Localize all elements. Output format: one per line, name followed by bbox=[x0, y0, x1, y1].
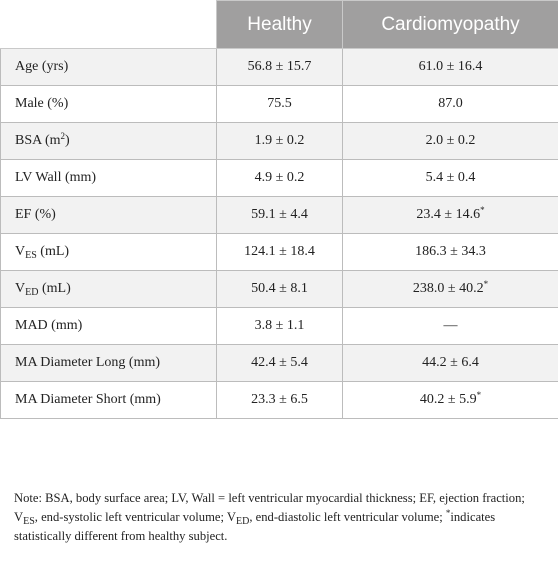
header-cardiomyopathy: Cardiomyopathy bbox=[342, 0, 558, 49]
note-text: , end-diastolic left ventricular volume; bbox=[249, 510, 446, 524]
row-label: Male (%) bbox=[0, 85, 217, 123]
significance-mark: * bbox=[476, 390, 482, 400]
value-text: 40.2 ± 5.9 bbox=[419, 392, 477, 407]
value-text: 23.4 ± 14.6 bbox=[416, 207, 481, 222]
cardiomyopathy-value: 23.4 ± 14.6* bbox=[342, 196, 558, 234]
table-row: MA Diameter Short (mm) 23.3 ± 6.5 40.2 ±… bbox=[0, 381, 558, 419]
healthy-value: 4.9 ± 0.2 bbox=[216, 159, 343, 197]
note-subscript: ED bbox=[236, 516, 250, 527]
healthy-value: 59.1 ± 4.4 bbox=[216, 196, 343, 234]
table-row: LV Wall (mm) 4.9 ± 0.2 5.4 ± 0.4 bbox=[0, 159, 558, 197]
row-label: EF (%) bbox=[0, 196, 217, 234]
cardiomyopathy-value: 186.3 ± 34.3 bbox=[342, 233, 558, 271]
table-footnote: Note: BSA, body surface area; LV, Wall =… bbox=[14, 489, 549, 546]
table-row: EF (%) 59.1 ± 4.4 23.4 ± 14.6* bbox=[0, 196, 558, 234]
table-row: MA Diameter Long (mm) 42.4 ± 5.4 44.2 ± … bbox=[0, 344, 558, 382]
row-label: VED (mL) bbox=[0, 270, 217, 308]
label-main: V bbox=[15, 281, 26, 296]
significance-mark: * bbox=[483, 279, 489, 289]
significance-mark: * bbox=[480, 205, 485, 215]
note-subscript: ES bbox=[23, 516, 35, 527]
label-tail: (mL) bbox=[38, 281, 71, 296]
healthy-value: 42.4 ± 5.4 bbox=[216, 344, 343, 382]
row-label: MA Diameter Short (mm) bbox=[0, 381, 217, 419]
cardiomyopathy-value: 2.0 ± 0.2 bbox=[342, 122, 558, 160]
label-tail: (mL) bbox=[36, 244, 70, 259]
row-label: MAD (mm) bbox=[0, 307, 217, 345]
cardiomyopathy-value: 40.2 ± 5.9* bbox=[342, 381, 558, 419]
row-label: LV Wall (mm) bbox=[0, 159, 217, 197]
note-text: indicates statistically different from h… bbox=[14, 510, 496, 543]
header-row: Healthy Cardiomyopathy bbox=[0, 0, 558, 49]
label-main: V bbox=[15, 244, 26, 259]
note-text: , end-systolic left ventricular volume; … bbox=[34, 510, 236, 524]
row-label: BSA (m2) bbox=[0, 122, 217, 160]
healthy-value: 56.8 ± 15.7 bbox=[216, 48, 343, 86]
note-mark: * bbox=[445, 508, 451, 518]
table-row: Male (%) 75.5 87.0 bbox=[0, 85, 558, 123]
value-text: 238.0 ± 40.2 bbox=[412, 281, 484, 296]
label-tail: ) bbox=[65, 133, 70, 148]
table-row: Age (yrs) 56.8 ± 15.7 61.0 ± 16.4 bbox=[0, 48, 558, 86]
data-table: Healthy Cardiomyopathy Age (yrs) 56.8 ± … bbox=[0, 0, 558, 419]
cardiomyopathy-value: 44.2 ± 6.4 bbox=[342, 344, 558, 382]
cardiomyopathy-value: 61.0 ± 16.4 bbox=[342, 48, 558, 86]
cardiomyopathy-value: 238.0 ± 40.2* bbox=[342, 270, 558, 308]
table-row: MAD (mm) 3.8 ± 1.1 — bbox=[0, 307, 558, 345]
row-label: VES (mL) bbox=[0, 233, 217, 271]
cardiomyopathy-value: 87.0 bbox=[342, 85, 558, 123]
row-label: MA Diameter Long (mm) bbox=[0, 344, 217, 382]
label-subscript: ED bbox=[25, 287, 39, 298]
healthy-value: 124.1 ± 18.4 bbox=[216, 233, 343, 271]
healthy-value: 23.3 ± 6.5 bbox=[216, 381, 343, 419]
healthy-value: 75.5 bbox=[216, 85, 343, 123]
label-main: BSA (m bbox=[15, 133, 61, 148]
cardiomyopathy-value: — bbox=[342, 307, 558, 345]
table-row: VED (mL) 50.4 ± 8.1 238.0 ± 40.2* bbox=[0, 270, 558, 308]
header-healthy: Healthy bbox=[216, 0, 343, 49]
cardiomyopathy-value: 5.4 ± 0.4 bbox=[342, 159, 558, 197]
row-label: Age (yrs) bbox=[0, 48, 217, 86]
table-row: VES (mL) 124.1 ± 18.4 186.3 ± 34.3 bbox=[0, 233, 558, 271]
header-blank-cell bbox=[0, 0, 217, 49]
note-text: Note: BSA, body surface area; LV, Wall =… bbox=[14, 491, 525, 524]
label-superscript: 2 bbox=[60, 131, 66, 141]
healthy-value: 1.9 ± 0.2 bbox=[216, 122, 343, 160]
healthy-value: 3.8 ± 1.1 bbox=[216, 307, 343, 345]
healthy-value: 50.4 ± 8.1 bbox=[216, 270, 343, 308]
table-row: BSA (m2) 1.9 ± 0.2 2.0 ± 0.2 bbox=[0, 122, 558, 160]
label-subscript: ES bbox=[25, 250, 37, 261]
